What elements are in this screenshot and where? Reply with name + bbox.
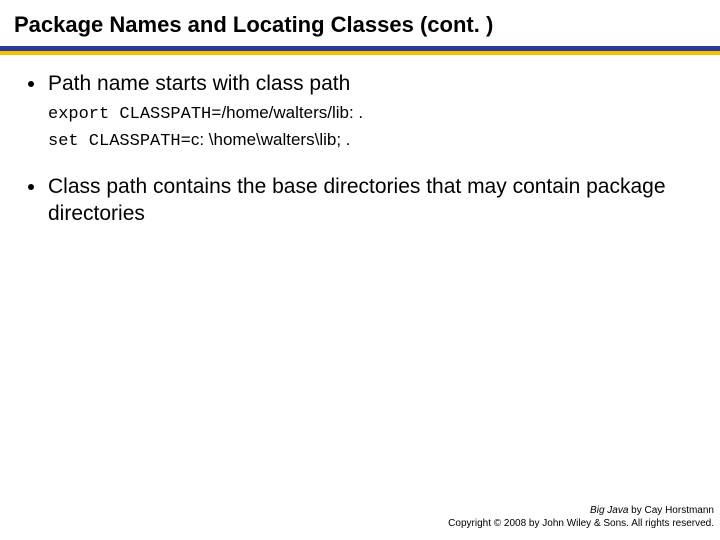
code-line: set CLASSPATH=c: \home\walters\lib; .	[48, 128, 692, 155]
bullet-text: Class path contains the base directories…	[48, 173, 692, 228]
code-rest: c: \home\walters\lib; .	[191, 130, 351, 149]
bullet-dot-icon	[28, 184, 34, 190]
slide-footer: Big Java by Cay Horstmann Copyright © 20…	[448, 504, 714, 530]
code-mono: set CLASSPATH=	[48, 132, 191, 151]
code-block: export CLASSPATH=/home/walters/lib: . se…	[48, 101, 692, 154]
code-mono: export CLASSPATH=	[48, 105, 221, 124]
title-rule	[0, 46, 720, 56]
code-rest: /home/walters/lib: .	[221, 103, 363, 122]
slide-title: Package Names and Locating Classes (cont…	[14, 12, 706, 38]
footer-copyright: Copyright © 2008 by John Wiley & Sons. A…	[448, 517, 714, 530]
footer-book-title: Big Java	[590, 505, 628, 516]
footer-byline: by Cay Horstmann	[628, 505, 714, 516]
slide-content: Path name starts with class path export …	[0, 56, 720, 227]
bullet-item: Class path contains the base directories…	[28, 173, 692, 228]
bullet-item: Path name starts with class path	[28, 70, 692, 97]
code-line: export CLASSPATH=/home/walters/lib: .	[48, 101, 692, 128]
bullet-dot-icon	[28, 81, 34, 87]
bullet-text: Path name starts with class path	[48, 70, 350, 97]
